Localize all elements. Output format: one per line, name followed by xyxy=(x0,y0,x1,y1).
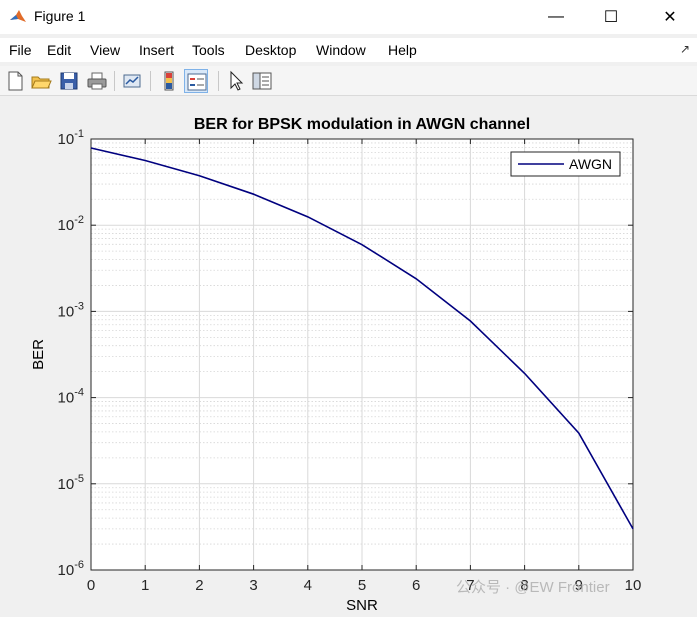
window-title: Figure 1 xyxy=(34,8,86,24)
y-tick-exponent: -6 xyxy=(74,559,84,571)
y-tick-label: 10-2 xyxy=(58,214,84,234)
x-tick-label: 2 xyxy=(195,577,203,594)
y-tick-exponent: -4 xyxy=(74,387,84,399)
y-tick-label: 10-6 xyxy=(58,559,84,579)
menu-bar: File Edit View Insert Tools Desktop Wind… xyxy=(0,38,697,62)
x-axis-label: SNR xyxy=(346,597,378,614)
series-line xyxy=(90,147,634,530)
menu-insert[interactable]: Insert xyxy=(139,42,175,58)
chart-title: BER for BPSK modulation in AWGN channel xyxy=(194,116,530,133)
menu-view[interactable]: View xyxy=(90,42,121,58)
watermark-text: 公众号 · @EW Frontier xyxy=(456,579,610,596)
menu-help[interactable]: Help xyxy=(388,42,417,58)
x-tick-label: 6 xyxy=(412,577,420,594)
insert-colorbar-icon[interactable] xyxy=(157,69,181,93)
menu-file[interactable]: File xyxy=(9,42,32,58)
y-tick-label: 10-1 xyxy=(58,128,84,148)
x-tick-label: 10 xyxy=(625,577,642,594)
maximize-icon: ☐ xyxy=(603,9,619,26)
new-figure-icon[interactable] xyxy=(3,69,27,93)
series-layer xyxy=(90,147,634,530)
y-tick-base: 10 xyxy=(58,390,75,407)
y-tick-base: 10 xyxy=(58,217,75,234)
ber-plot[interactable]: 0 1 2 3 4 5 6 7 8 9 10 10-110-210-310-410-510-6 BE… xyxy=(0,97,697,617)
insert-legend-icon[interactable] xyxy=(184,69,208,93)
y-tick-base: 10 xyxy=(58,131,75,148)
menu-window[interactable]: Window xyxy=(316,42,366,58)
minimize-button[interactable]: — xyxy=(533,0,579,34)
minimize-icon: — xyxy=(548,8,564,25)
dock-arrow-icon[interactable]: ↗ xyxy=(680,42,691,56)
axis-ticks xyxy=(90,138,634,571)
open-file-icon[interactable] xyxy=(29,69,53,93)
x-tick-label: 9 xyxy=(575,577,583,594)
x-tick-label: 0 xyxy=(87,577,95,594)
save-icon[interactable] xyxy=(57,69,81,93)
figure-canvas: 0 1 2 3 4 5 6 7 8 9 10 10-1 10-2 10-3 10-4 10-5 10-6 BE… xyxy=(0,97,697,617)
y-tick-label: 10-4 xyxy=(58,387,84,407)
y-tick-exponent: -3 xyxy=(74,300,84,312)
property-inspector-icon[interactable] xyxy=(250,69,274,93)
maximize-button[interactable]: ☐ xyxy=(588,0,634,34)
menu-tools[interactable]: Tools xyxy=(192,42,225,58)
legend[interactable]: AWGN xyxy=(510,151,621,177)
close-button[interactable]: ✕ xyxy=(647,0,693,34)
x-tick-label: 7 xyxy=(466,577,474,594)
matlab-app-icon xyxy=(9,7,27,25)
legend-label: AWGN xyxy=(569,156,612,172)
link-plot-icon[interactable] xyxy=(120,69,144,93)
close-icon: ✕ xyxy=(663,9,677,26)
toolbar-separator xyxy=(114,71,115,91)
y-tick-label: 10-5 xyxy=(58,473,84,493)
x-tick-label: 5 xyxy=(358,577,366,594)
y-tick-exponent: -2 xyxy=(74,214,84,226)
y-axis-label: BER xyxy=(30,339,47,370)
edit-plot-arrow-icon[interactable] xyxy=(224,69,248,93)
x-tick-label: 1 xyxy=(141,577,149,594)
x-tick-label: 3 xyxy=(249,577,257,594)
toolbar-separator xyxy=(150,71,151,91)
toolbar-separator xyxy=(218,71,219,91)
y-tick-exponent: -1 xyxy=(74,128,84,140)
figure-toolbar xyxy=(0,66,697,96)
y-tick-label: 10-3 xyxy=(58,300,84,320)
y-tick-labels: 10-110-210-310-410-510-6 xyxy=(58,128,84,579)
y-tick-base: 10 xyxy=(58,562,75,579)
y-tick-base: 10 xyxy=(58,303,75,320)
menu-desktop[interactable]: Desktop xyxy=(245,42,297,58)
x-tick-label: 8 xyxy=(520,577,528,594)
y-tick-base: 10 xyxy=(58,476,75,493)
x-tick-label: 4 xyxy=(304,577,312,594)
print-icon[interactable] xyxy=(85,69,109,93)
window-title-bar: Figure 1 — ☐ ✕ xyxy=(0,0,697,34)
x-tick-labels: 0 1 2 3 4 5 6 7 8 9 10 xyxy=(87,577,642,594)
y-tick-exponent: -5 xyxy=(74,473,84,485)
menu-edit[interactable]: Edit xyxy=(47,42,72,58)
